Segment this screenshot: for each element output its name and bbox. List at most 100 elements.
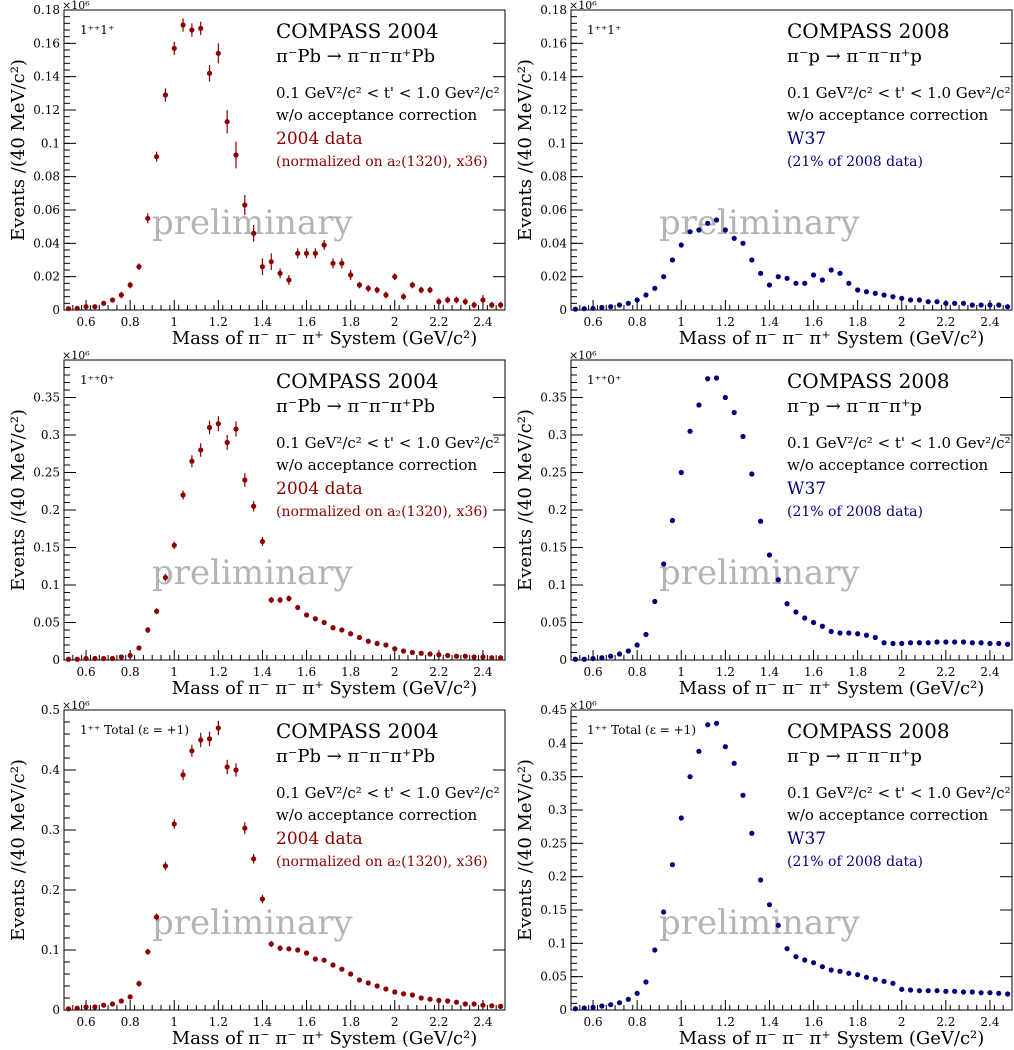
data-point bbox=[392, 989, 398, 995]
chart-svg: preliminary 0 0.02 0.04 0.06 0.08 0.1 0.12 0.14 0… bbox=[8, 0, 506, 349]
x-tick-label: 2.4 bbox=[473, 1015, 492, 1029]
data-point bbox=[916, 297, 922, 303]
y-tick-label: 0.1 bbox=[41, 136, 60, 150]
x-tick-label: 1.6 bbox=[804, 665, 823, 679]
data-point bbox=[740, 792, 746, 798]
data-point bbox=[356, 634, 363, 641]
data-point bbox=[418, 995, 424, 1001]
data-point bbox=[453, 297, 460, 303]
data-point bbox=[65, 656, 72, 662]
wave-label: 1⁺⁺0⁺ bbox=[80, 373, 114, 387]
data-point bbox=[952, 300, 958, 306]
data-point bbox=[303, 950, 310, 956]
data-point bbox=[321, 242, 327, 248]
data-point bbox=[740, 240, 746, 246]
data-point bbox=[890, 294, 896, 300]
y-tick-label: 0.35 bbox=[33, 391, 60, 405]
normalization-note: (normalized on a₂(1320), x36) bbox=[276, 504, 488, 520]
data-point bbox=[934, 988, 940, 994]
data-point bbox=[749, 471, 755, 477]
data-point bbox=[321, 957, 327, 963]
data-point bbox=[907, 987, 914, 993]
x-tick-label: 1.6 bbox=[297, 1015, 316, 1029]
watermark-text: preliminary bbox=[659, 203, 860, 243]
data-point bbox=[608, 653, 614, 659]
data-point bbox=[652, 947, 658, 953]
data-point bbox=[846, 970, 852, 976]
x-tick-label: 2.4 bbox=[980, 665, 999, 679]
data-point bbox=[722, 394, 728, 401]
x-axis-title: Mass of π⁻ π⁻ π⁺ System (GeV/c²) bbox=[172, 678, 478, 699]
y-multiplier-label: ×10⁶ bbox=[569, 0, 597, 12]
data-point bbox=[810, 272, 817, 278]
y-tick-label: 0.25 bbox=[540, 466, 567, 480]
data-point bbox=[409, 649, 415, 656]
data-point bbox=[863, 632, 870, 638]
data-point bbox=[758, 877, 764, 883]
data-point bbox=[943, 639, 949, 645]
cut-label: 0.1 GeV²/c² < t' < 1.0 Gev²/c² bbox=[787, 84, 1011, 102]
data-point bbox=[445, 297, 451, 303]
x-axis-title: Mass of π⁻ π⁻ π⁺ System (GeV/c²) bbox=[172, 1028, 478, 1049]
data-point bbox=[572, 1006, 579, 1012]
data-point bbox=[969, 640, 975, 646]
data-point bbox=[749, 257, 755, 263]
data-point bbox=[819, 964, 825, 970]
reaction-label: π⁻p → π⁻π⁻π⁺p bbox=[787, 746, 922, 767]
data-point bbox=[802, 280, 808, 286]
y-axis-title: Events /(40 MeV/c²) bbox=[515, 759, 536, 941]
data-point bbox=[1004, 991, 1011, 997]
x-axis-title: Mass of π⁻ π⁻ π⁺ System (GeV/c²) bbox=[679, 678, 985, 699]
data-point bbox=[118, 654, 124, 660]
reaction-label: π⁻Pb → π⁻π⁻π⁺Pb bbox=[276, 46, 435, 67]
data-point bbox=[890, 640, 896, 647]
data-point bbox=[206, 424, 213, 431]
y-multiplier-label: ×10⁶ bbox=[62, 0, 90, 12]
data-point bbox=[960, 639, 967, 645]
data-point bbox=[101, 655, 107, 662]
x-tick-label: 1.8 bbox=[341, 315, 360, 329]
data-point bbox=[330, 260, 336, 266]
data-point bbox=[581, 656, 587, 662]
data-point bbox=[109, 1001, 116, 1007]
data-point bbox=[687, 774, 693, 780]
data-point bbox=[101, 300, 107, 306]
data-point bbox=[445, 652, 451, 659]
data-point bbox=[643, 631, 649, 638]
y-tick-label: 0.1 bbox=[41, 943, 60, 957]
data-point bbox=[154, 154, 160, 160]
y-tick-label: 0.02 bbox=[540, 270, 567, 284]
experiment-label: COMPASS 2004 bbox=[276, 369, 439, 393]
data-point bbox=[749, 830, 755, 836]
data-point bbox=[731, 760, 737, 766]
experiment-label: COMPASS 2004 bbox=[276, 19, 439, 43]
data-point bbox=[480, 297, 486, 303]
data-point bbox=[1004, 641, 1011, 647]
data-point bbox=[356, 282, 363, 288]
data-point bbox=[590, 1004, 596, 1010]
data-point bbox=[497, 302, 504, 308]
wave-label: 1⁺⁺0⁺ bbox=[587, 373, 621, 387]
data-point bbox=[572, 306, 579, 312]
x-axis-title: Mass of π⁻ π⁻ π⁺ System (GeV/c²) bbox=[679, 328, 985, 349]
data-point bbox=[83, 1004, 89, 1010]
data-point bbox=[819, 277, 825, 283]
normalization-note: (21% of 2008 data) bbox=[787, 854, 923, 870]
data-point bbox=[969, 989, 975, 995]
x-tick-label: 1 bbox=[170, 315, 178, 329]
x-tick-label: 1.8 bbox=[848, 665, 867, 679]
x-tick-label: 0.6 bbox=[584, 665, 603, 679]
y-tick-label: 0.18 bbox=[33, 3, 60, 17]
data-point bbox=[374, 287, 380, 293]
data-point bbox=[828, 267, 834, 273]
data-point bbox=[162, 92, 169, 98]
data-point bbox=[189, 27, 195, 33]
y-multiplier-label: ×10⁶ bbox=[569, 700, 597, 712]
cut-label: 0.1 GeV²/c² < t' < 1.0 Gev²/c² bbox=[787, 784, 1011, 802]
data-point bbox=[687, 428, 693, 434]
data-point bbox=[661, 561, 667, 567]
y-tick-label: 0.06 bbox=[540, 203, 567, 217]
experiment-label: COMPASS 2008 bbox=[787, 369, 950, 393]
data-point bbox=[705, 722, 711, 728]
